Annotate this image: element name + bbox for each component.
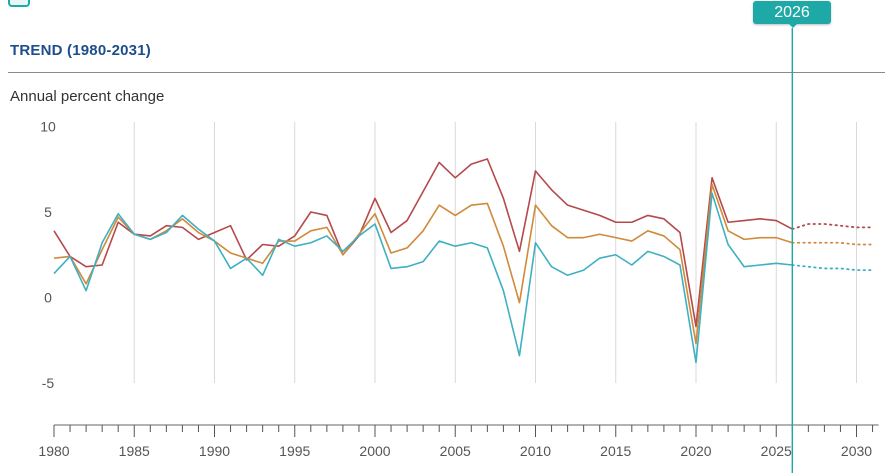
x-tick-label: 1995 — [279, 443, 310, 459]
x-tick-label: 2000 — [359, 443, 390, 459]
x-tick-label: 2005 — [440, 443, 471, 459]
y-tick-label: 5 — [44, 204, 52, 220]
y-axis-label: Annual percent change — [10, 88, 165, 105]
x-tick-label: 2030 — [841, 443, 872, 459]
series-1-projection — [791, 223, 874, 231]
title-divider — [8, 72, 885, 73]
x-tick-label: 1980 — [38, 443, 69, 459]
x-tick-label: 2010 — [520, 443, 551, 459]
x-tick-label: 2020 — [680, 443, 711, 459]
selected-year-pointer — [788, 23, 798, 28]
y-tick-label: 10 — [40, 119, 56, 135]
x-tick-label: 1990 — [199, 443, 230, 459]
selected-year-badge[interactable]: 2026 — [753, 1, 831, 24]
series-2-line — [53, 183, 793, 345]
x-tick-label: 2025 — [761, 443, 792, 459]
series-2-projection — [791, 241, 874, 246]
series-1-line — [53, 158, 793, 328]
x-tick-label: 1985 — [119, 443, 150, 459]
y-tick-label: 0 — [44, 290, 52, 306]
legend-toggle-stub[interactable] — [8, 0, 30, 7]
y-tick-label: -5 — [42, 375, 55, 391]
series-3-line — [53, 192, 793, 364]
series-3-projection — [791, 264, 874, 272]
chart-title: TREND (1980-2031) — [10, 42, 151, 59]
x-tick-label: 2015 — [600, 443, 631, 459]
